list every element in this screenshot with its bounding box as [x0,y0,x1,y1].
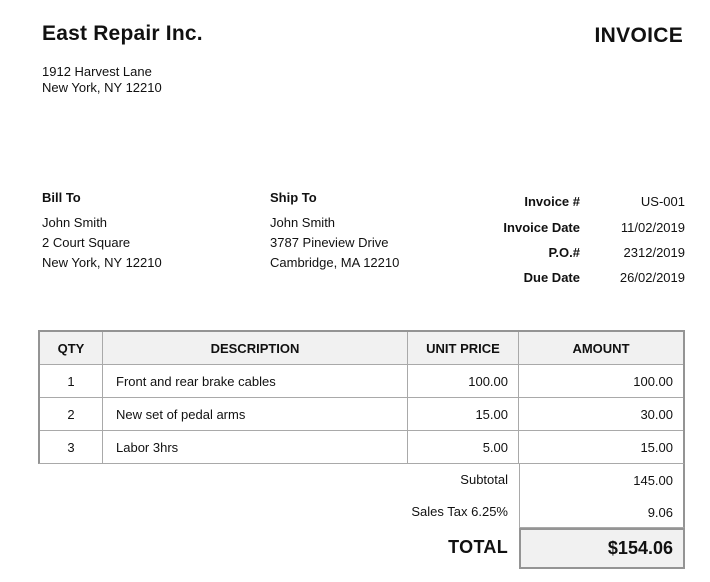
row3-description: Labor 3hrs [102,430,407,463]
meta-row-po-number: P.O.# 2312/2019 [400,240,685,265]
sales-tax-value: 9.06 [647,504,673,520]
row3-amount: 15.00 [518,430,683,463]
total-label: TOTAL [448,537,508,557]
meta-row-invoice-date: Invoice Date 11/02/2019 [400,214,685,239]
row2-description: New set of pedal arms [102,397,407,430]
col-header-unit-price: UNIT PRICE [407,332,518,364]
row2-amount: 30.00 [518,397,683,430]
po-number-value: 2312/2019 [623,244,685,260]
ship-to-label: Ship To [270,190,317,205]
row3-unit-price: 5.00 [407,430,518,463]
invoice-number-value: US-001 [640,194,685,210]
invoice-meta: Invoice # US-001 Invoice Date 11/02/2019… [400,189,685,291]
bill-to-name: John Smith [42,215,108,230]
bill-to-label: Bill To [42,190,81,205]
meta-row-due-date: Due Date 26/02/2019 [400,265,685,290]
ship-to-address-line1: 3787 Pineview Drive [270,235,389,250]
sales-tax-label: Sales Tax 6.25% [411,504,508,519]
company-address-line2: New York, NY 12210 [42,80,162,95]
total-box: $154.06 [519,528,685,569]
row1-qty: 1 [40,364,102,397]
subtotal-label: Subtotal [460,472,508,487]
document-title: INVOICE [594,24,683,47]
subtotal-value: 145.00 [633,472,673,488]
invoice-number-label: Invoice # [524,194,580,210]
ship-to-address-line2: Cambridge, MA 12210 [270,255,400,270]
invoice-date-label: Invoice Date [503,219,580,235]
row3-qty: 3 [40,430,102,463]
bill-to-address-line2: New York, NY 12210 [42,255,162,270]
row1-description: Front and rear brake cables [102,364,407,397]
company-address-line1: 1912 Harvest Lane [42,64,152,79]
col-header-amount: AMOUNT [518,332,683,364]
items-table: QTY DESCRIPTION UNIT PRICE AMOUNT 1 Fron… [38,330,685,464]
bill-to-section: Bill To John Smith 2 Court Square New Yo… [42,190,257,273]
due-date-value: 26/02/2019 [619,270,685,286]
company-address: 1912 Harvest Lane New York, NY 12210 [42,64,162,96]
row1-unit-price: 100.00 [407,364,518,397]
total-value: $154.06 [607,538,673,558]
row2-unit-price: 15.00 [407,397,518,430]
col-header-qty: QTY [40,332,102,364]
summary-amounts-box: 145.00 9.06 [519,464,685,528]
ship-to-section: Ship To John Smith 3787 Pineview Drive C… [270,190,485,273]
invoice-date-value: 11/02/2019 [620,219,685,235]
bill-to-address-line1: 2 Court Square [42,235,131,250]
col-header-description: DESCRIPTION [102,332,407,364]
company-name: East Repair Inc. [42,22,203,45]
po-number-label: P.O.# [548,244,580,260]
meta-row-invoice-number: Invoice # US-001 [400,189,685,214]
due-date-label: Due Date [523,270,580,286]
row1-amount: 100.00 [518,364,683,397]
row2-qty: 2 [40,397,102,430]
ship-to-name: John Smith [270,215,336,230]
